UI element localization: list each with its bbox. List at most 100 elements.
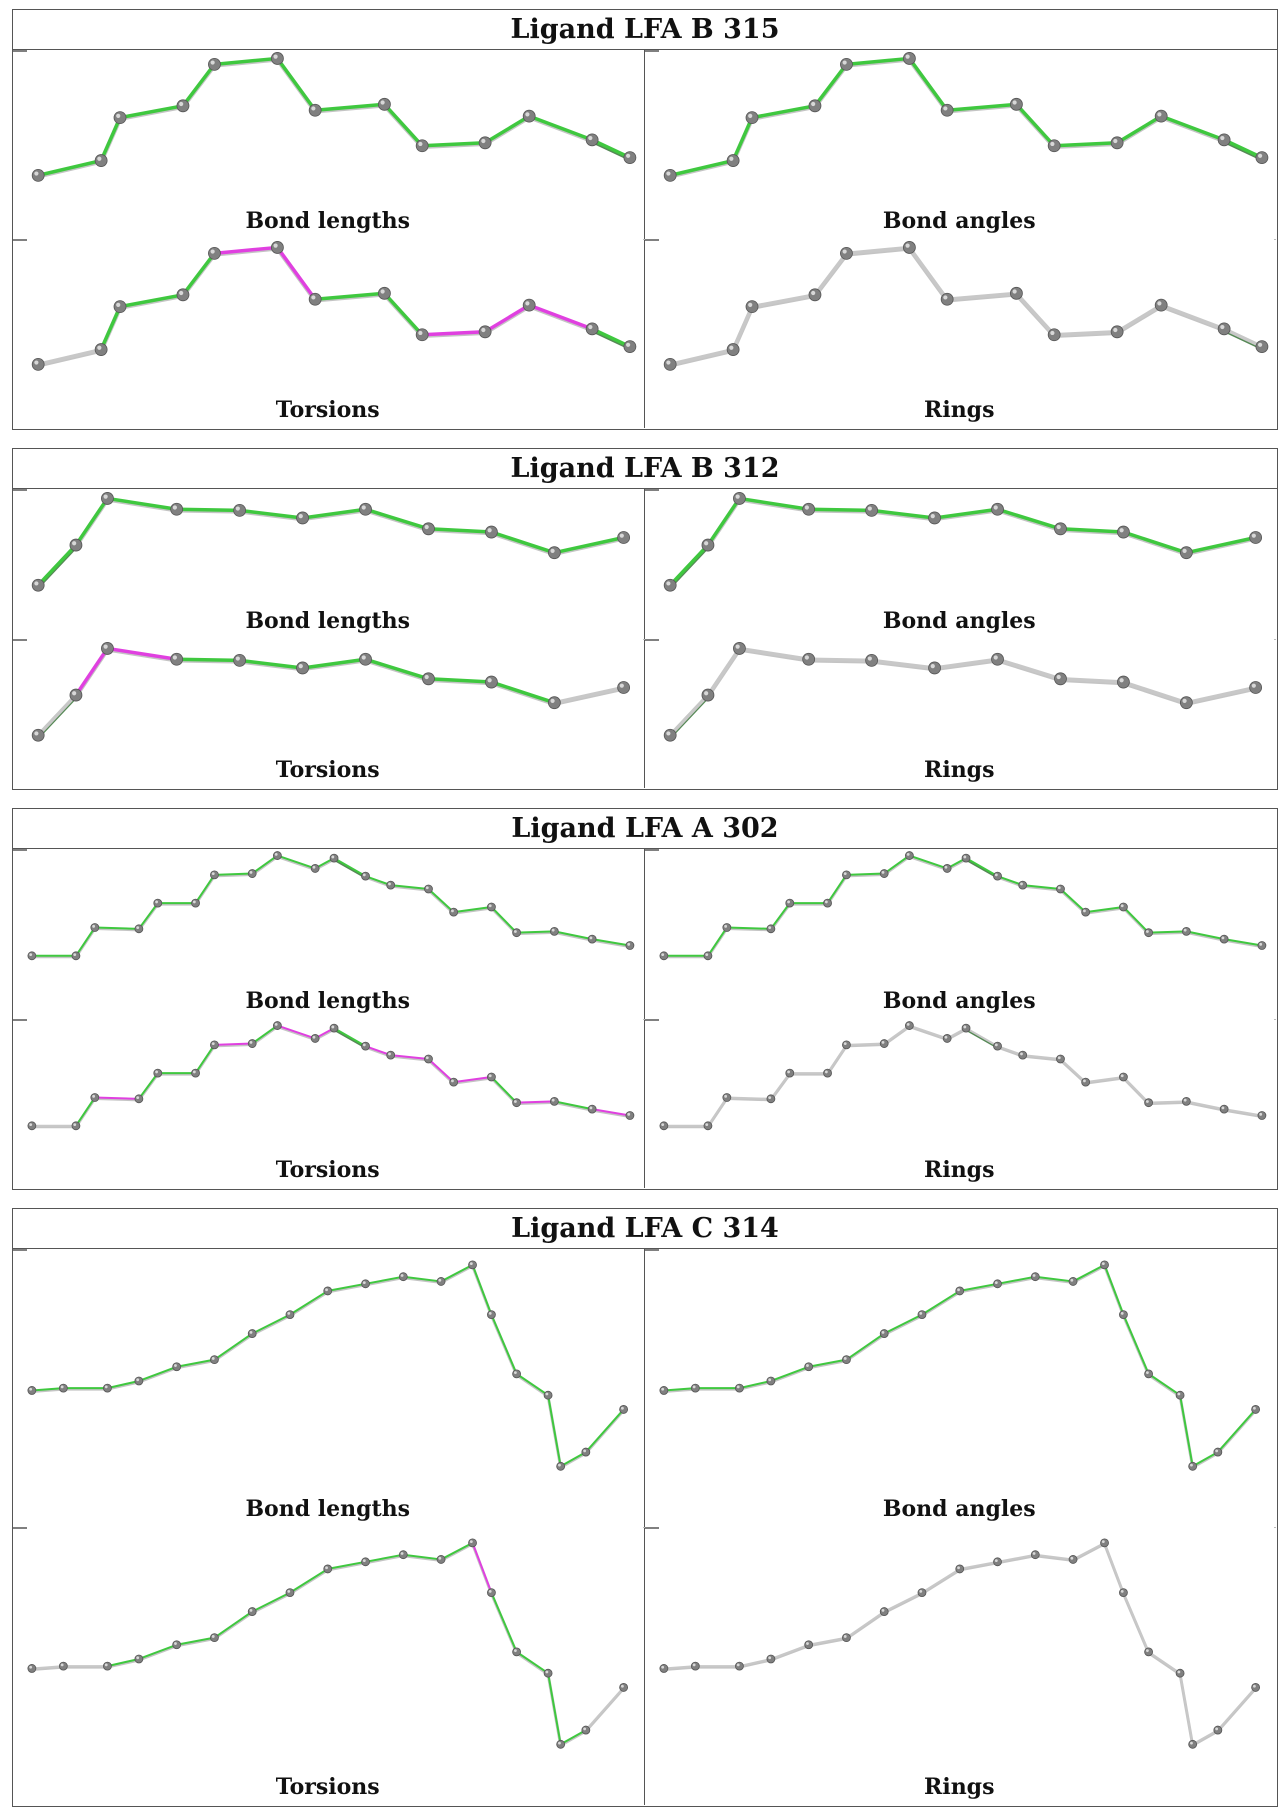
bond [300,657,368,670]
bond [844,56,911,67]
atom [1047,328,1061,342]
bond [844,1332,885,1361]
atom-highlight [34,360,39,365]
atom [90,923,100,932]
atom-highlight [942,106,947,111]
bond [1058,887,1087,914]
atom [766,1093,775,1103]
atom-highlight [34,730,39,736]
atom [625,941,635,950]
atom-highlight [425,1055,429,1059]
panel-label: Bond lengths [245,208,411,234]
bond [667,543,710,587]
atom-highlight [1057,1055,1061,1059]
atom [1099,1538,1109,1548]
bond [1121,905,1150,934]
atom [422,671,435,685]
panel-label: Rings [924,757,995,783]
atom-highlight [1049,141,1054,147]
bond [907,56,949,112]
atom [1118,1072,1128,1081]
atom-highlight [1057,886,1061,890]
bond [920,1289,961,1316]
bond [1014,291,1056,337]
atom-highlight [60,1385,64,1389]
atom-highlight [1112,138,1117,144]
atom [1217,322,1231,336]
bond [737,646,810,661]
bond [483,114,531,145]
atom [233,503,247,517]
atom [1110,325,1124,339]
atom-highlight [29,1665,33,1669]
atom [361,1041,370,1051]
bond [826,873,847,905]
atom [721,1092,731,1102]
ligand-structure [644,50,1268,182]
ligand-title: Ligand LFA C 314 [13,1209,1277,1249]
atom [323,1564,333,1574]
atom-highlight [400,1552,404,1555]
bond [440,1263,474,1283]
atom-highlight [116,113,121,118]
bond [1114,114,1163,145]
bond [471,1263,493,1316]
bond [1114,303,1163,334]
atom [663,578,677,592]
bond [194,1043,216,1074]
ligand-structure [644,489,1262,592]
atom [247,1038,257,1048]
atom-highlight [274,852,278,856]
atom-highlight [1189,1463,1193,1467]
atom [210,1039,219,1049]
atom-highlight [488,1590,492,1593]
bond [527,303,594,331]
panel-label: Rings [924,1157,995,1183]
ligand-block: Ligand LFA B 315 Bond lengths Bond angles T… [12,9,1278,430]
atom-highlight [918,1590,922,1593]
atom-highlight [1120,1073,1124,1077]
atom-highlight [1145,1371,1149,1375]
atom [703,951,712,961]
atom-highlight [469,1262,473,1266]
bond [106,1379,140,1390]
atom [386,880,396,890]
bond [212,245,280,256]
atom-highlight [619,533,624,538]
atom [270,52,284,65]
atom [1143,1369,1153,1379]
panel-label: Bond lengths [245,607,411,634]
atom [1187,1461,1197,1471]
atom [549,926,559,936]
bond [725,926,772,930]
atom [478,136,492,150]
bond [882,1024,910,1045]
atom-highlight [136,926,140,930]
panel-rings: Rings [644,239,1274,427]
bond [730,304,754,352]
bond [288,1567,329,1594]
bond [705,646,741,697]
atom-highlight [728,345,733,350]
atom [992,1279,1002,1289]
bond [251,1024,279,1045]
panel-bond-angles: Bond angles [644,489,1274,638]
atom-highlight [525,301,530,306]
bond [1051,141,1119,148]
atom [210,1633,219,1643]
atom [1110,136,1124,150]
atom [822,898,832,908]
atom-highlight [805,1642,809,1645]
atom [808,288,821,302]
bond [667,692,710,737]
atom-highlight [273,243,278,248]
atom [940,292,954,306]
atom [623,340,637,353]
ligand-block: Ligand LFA B 312 Bond lengths Bond angles T… [12,448,1278,790]
bond [326,1282,367,1292]
atom [581,1725,591,1735]
atom [726,154,740,167]
atom [701,688,714,701]
atom-highlight [842,249,847,254]
atom [296,511,309,525]
